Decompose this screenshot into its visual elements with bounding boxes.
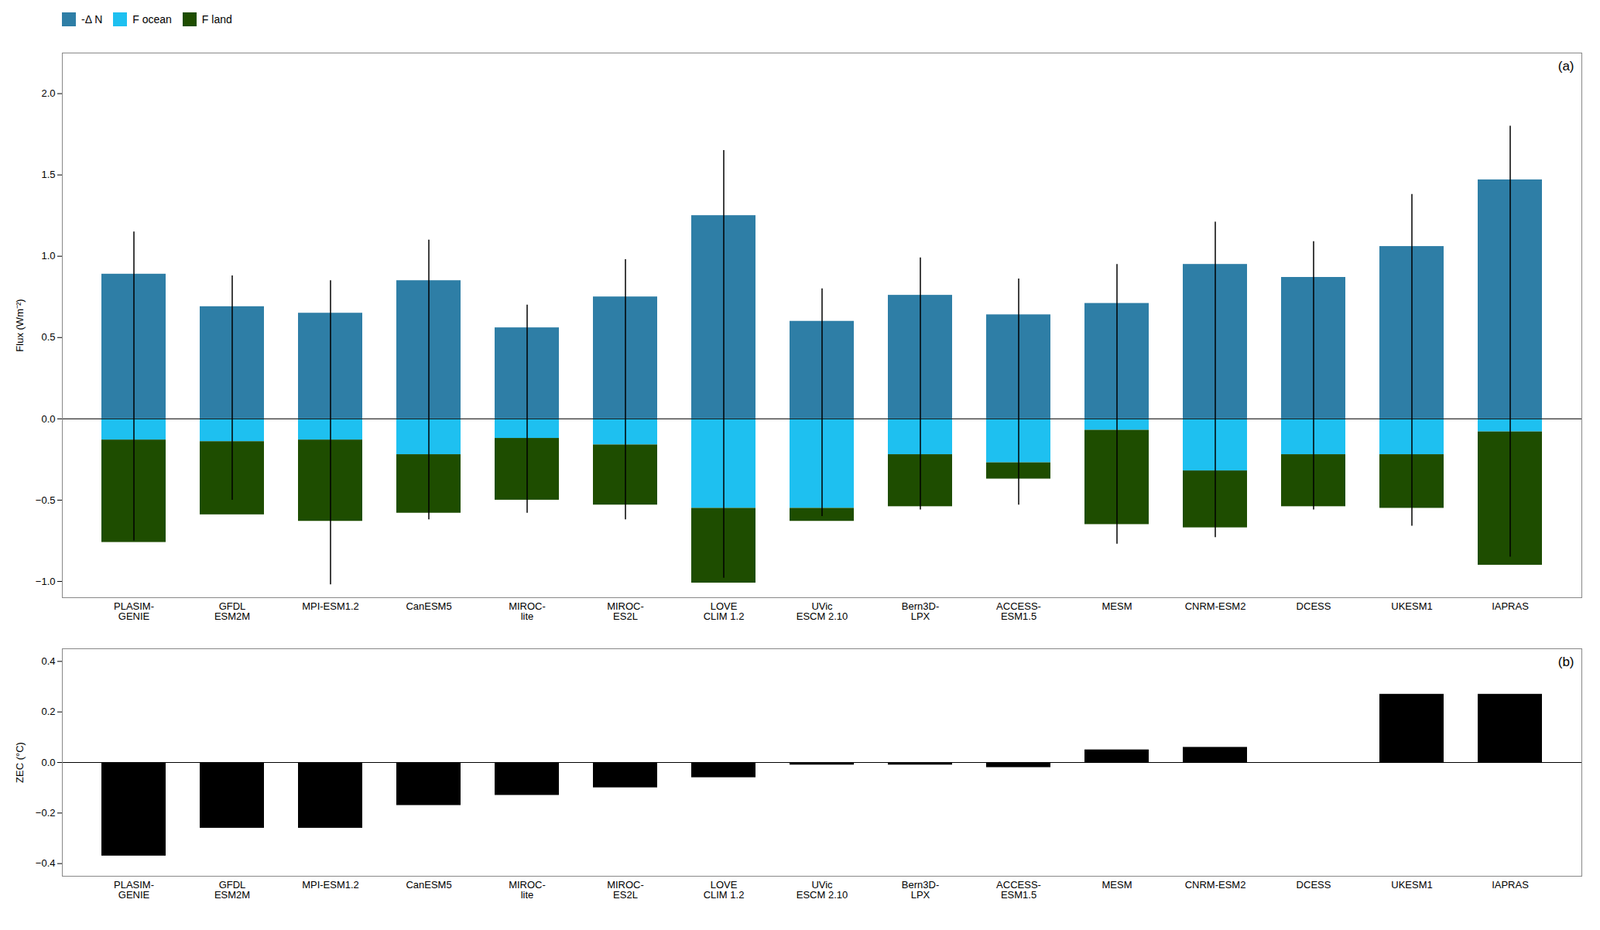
svg-text:−0.2: −0.2	[35, 807, 56, 819]
svg-text:1.5: 1.5	[41, 168, 55, 181]
svg-text:CanESM5: CanESM5	[405, 600, 452, 613]
svg-text:MESM: MESM	[1102, 879, 1133, 891]
svg-text:IAPRAS: IAPRAS	[1491, 879, 1529, 891]
svg-text:(a): (a)	[1558, 58, 1575, 74]
svg-text:LOVECLIM 1.2: LOVECLIM 1.2	[703, 600, 745, 623]
svg-text:UKESM1: UKESM1	[1391, 600, 1433, 613]
svg-text:−0.4: −0.4	[35, 857, 56, 870]
html-text:-Δ N: -Δ N	[81, 12, 103, 26]
svg-text:0.4: 0.4	[41, 655, 55, 668]
svg-text:MIROC-ES2L: MIROC-ES2L	[606, 879, 645, 902]
svg-text:MIROC-lite: MIROC-lite	[508, 600, 546, 623]
svg-text:UVicESCM 2.10: UVicESCM 2.10	[796, 600, 848, 623]
svg-text:MIROC-lite: MIROC-lite	[508, 879, 546, 902]
html-text:F ocean: F ocean	[132, 12, 172, 26]
svg-text:CNRM-ESM2: CNRM-ESM2	[1185, 600, 1247, 613]
svg-text:DCESS: DCESS	[1296, 879, 1332, 891]
svg-text:0.5: 0.5	[41, 331, 55, 343]
svg-text:GFDLESM2M: GFDLESM2M	[214, 879, 251, 902]
svg-text:ZEC (°C): ZEC (°C)	[13, 742, 26, 784]
svg-text:CNRM-ESM2: CNRM-ESM2	[1185, 879, 1247, 891]
svg-text:Flux (Wm⁻²): Flux (Wm⁻²)	[13, 298, 26, 352]
svg-text:CanESM5: CanESM5	[405, 879, 452, 891]
svg-text:ACCESS-ESM1.5: ACCESS-ESM1.5	[996, 600, 1042, 623]
svg-text:Bern3D-LPX: Bern3D-LPX	[901, 879, 939, 902]
svg-text:UVicESCM 2.10: UVicESCM 2.10	[796, 879, 848, 902]
svg-text:GFDLESM2M: GFDLESM2M	[214, 600, 251, 623]
svg-text:MPI-ESM1.2: MPI-ESM1.2	[301, 879, 360, 891]
svg-text:0.0: 0.0	[41, 757, 55, 769]
svg-text:LOVECLIM 1.2: LOVECLIM 1.2	[703, 879, 745, 902]
svg-text:IAPRAS: IAPRAS	[1491, 600, 1529, 613]
svg-text:(b): (b)	[1558, 654, 1575, 670]
svg-text:0.2: 0.2	[41, 705, 55, 718]
svg-text:PLASIM-GENIE: PLASIM-GENIE	[113, 879, 155, 902]
svg-text:ACCESS-ESM1.5: ACCESS-ESM1.5	[996, 879, 1042, 902]
svg-text:1.0: 1.0	[41, 250, 55, 262]
svg-text:PLASIM-GENIE: PLASIM-GENIE	[113, 600, 155, 623]
svg-text:DCESS: DCESS	[1296, 600, 1332, 613]
svg-text:0.0: 0.0	[41, 412, 55, 425]
svg-text:UKESM1: UKESM1	[1391, 879, 1433, 891]
svg-text:Bern3D-LPX: Bern3D-LPX	[901, 600, 939, 623]
svg-text:MPI-ESM1.2: MPI-ESM1.2	[301, 600, 360, 613]
svg-text:2.0: 2.0	[41, 87, 55, 100]
svg-text:MESM: MESM	[1102, 600, 1133, 613]
svg-text:MIROC-ES2L: MIROC-ES2L	[606, 600, 645, 623]
html-text:F land: F land	[201, 12, 233, 26]
svg-text:−1.0: −1.0	[35, 575, 56, 588]
svg-text:−0.5: −0.5	[35, 494, 56, 507]
